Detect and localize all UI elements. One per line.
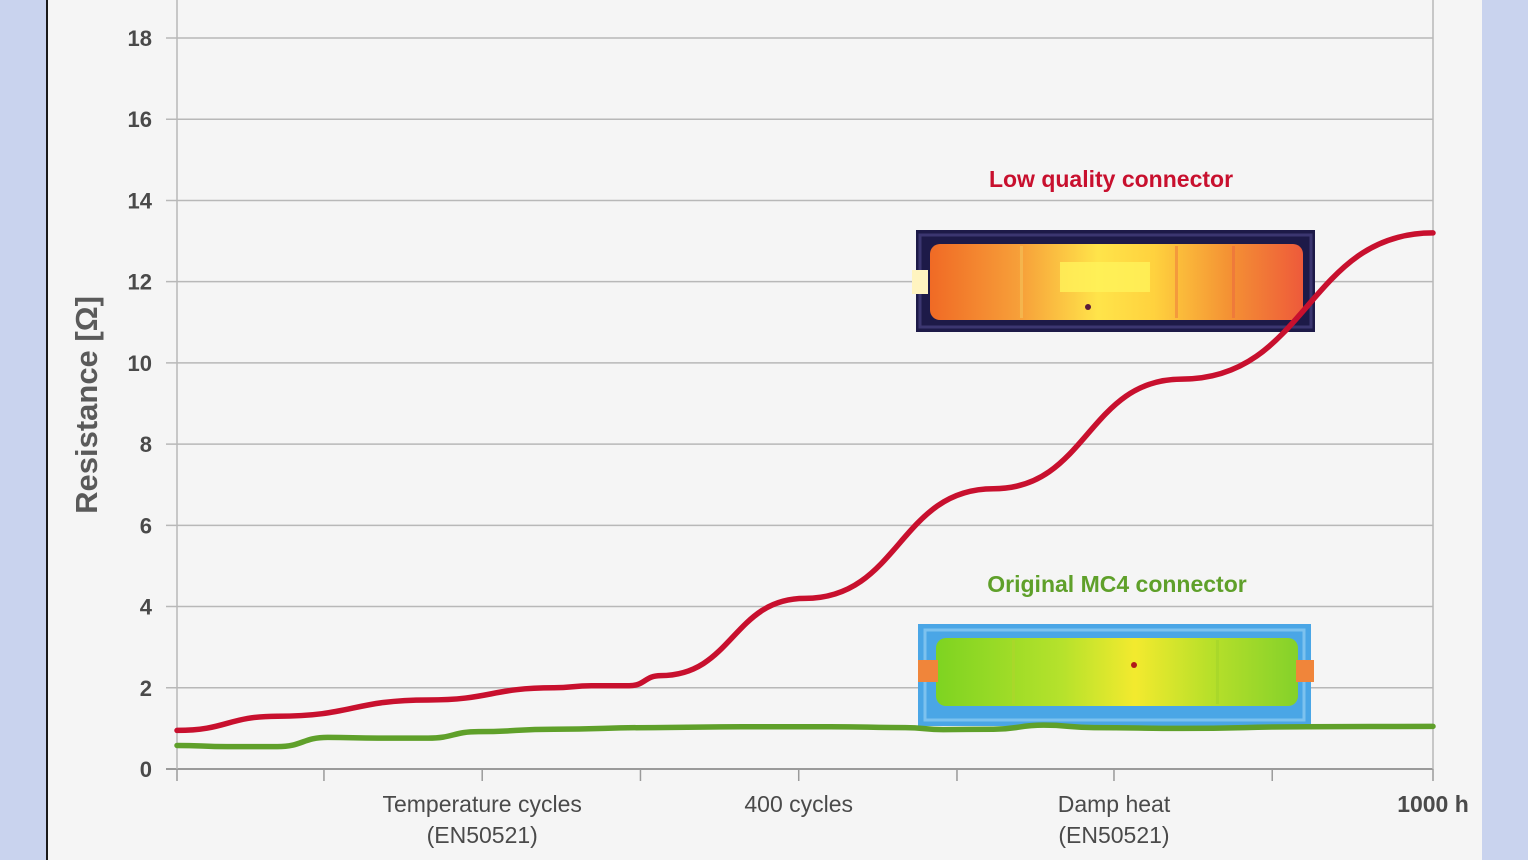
y-tick-label: 12 <box>128 270 152 295</box>
y-tick-label: 14 <box>128 188 153 213</box>
y-tick-label: 4 <box>140 595 153 620</box>
x-axis: Temperature cycles (EN50521) 400 cycles Dam… <box>176 769 1469 848</box>
low-quality-thermal-image <box>912 230 1315 332</box>
y-tick-label: 8 <box>140 432 152 457</box>
y-tick-label: 10 <box>128 351 152 376</box>
x-tick-label: 1000 h <box>1397 791 1469 817</box>
series-lines <box>174 230 1436 750</box>
y-tick-labels: 0 2 4 6 8 10 12 14 16 18 <box>128 26 153 782</box>
y-axis-label: Resistance [Ω] <box>69 296 104 514</box>
y-tick-label: 0 <box>140 757 152 782</box>
y-tick-label: 6 <box>140 513 152 538</box>
annotation-low-quality: Low quality connector <box>989 166 1233 192</box>
y-tick-label: 2 <box>140 676 152 701</box>
y-tick-label: 18 <box>128 26 152 51</box>
x-tick-label: (EN50521) <box>427 822 538 848</box>
series-line-low-quality <box>174 230 1436 734</box>
x-tick-label: (EN50521) <box>1058 822 1169 848</box>
annotation-mc4: Original MC4 connector <box>987 571 1246 597</box>
x-tick-label: 400 cycles <box>744 791 853 817</box>
x-tick-label: Damp heat <box>1058 791 1171 817</box>
x-tick-label: Temperature cycles <box>382 791 581 817</box>
y-tick-label: 16 <box>128 107 152 132</box>
mc4-thermal-image <box>918 624 1314 726</box>
series-line-mc4 <box>174 722 1436 750</box>
